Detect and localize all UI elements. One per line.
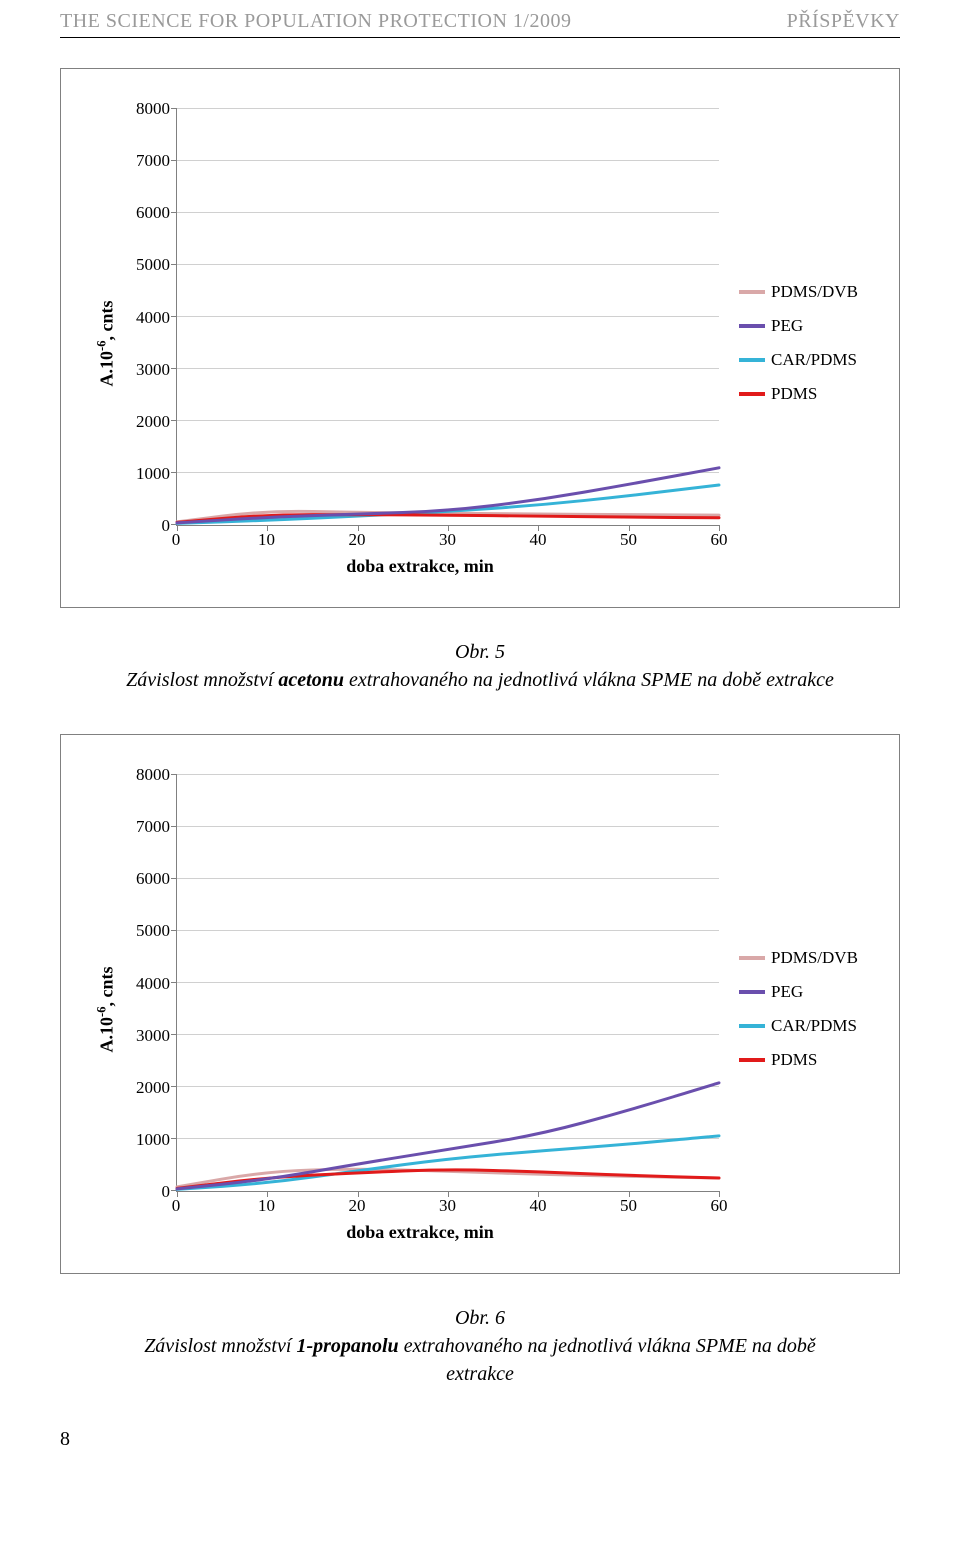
legend-item: PDMS/DVB [739, 282, 879, 302]
legend-label: PDMS/DVB [771, 282, 858, 302]
figure-6-caption: Obr. 6 Závislost množství 1-propanolu ex… [120, 1304, 840, 1388]
legend-swatch [739, 956, 765, 960]
y-tick-label: 4000 [136, 974, 170, 994]
legend-label: CAR/PDMS [771, 350, 857, 370]
y-tick-label: 8000 [136, 765, 170, 785]
legend-swatch [739, 290, 765, 294]
legend-item: PDMS [739, 384, 879, 404]
plot-area-1 [176, 109, 719, 526]
x-tick-label: 60 [711, 530, 728, 550]
x-tick-label: 40 [530, 530, 547, 550]
figure-5-frame: A.10-6, cnts 0 1000 2000 3000 4000 5000 6000 70… [60, 68, 900, 608]
legend-item: PDMS/DVB [739, 948, 879, 968]
y-tick-label: 8000 [136, 99, 170, 119]
x-ticks: 0102030405060 [176, 1192, 719, 1218]
y-tick-label: 6000 [136, 203, 170, 223]
legend-label: PDMS [771, 384, 817, 404]
x-tick-label: 30 [439, 1196, 456, 1216]
y-tick-label: 5000 [136, 255, 170, 275]
y-ticks: 010002000300040005000600070008000 [121, 775, 176, 1192]
y-tick-label: 3000 [136, 360, 170, 380]
legend-label: PEG [771, 982, 803, 1002]
y-tick-label: 6000 [136, 869, 170, 889]
legend: PDMS/DVB PEG CAR/PDMS PDMS [719, 775, 879, 1243]
x-axis-label: doba extrakce, min [121, 556, 719, 577]
legend-swatch [739, 324, 765, 328]
y-axis-label: A.10-6, cnts [95, 300, 118, 386]
x-axis-label: doba extrakce, min [121, 1222, 719, 1243]
y-tick-label: 5000 [136, 921, 170, 941]
legend-swatch [739, 1024, 765, 1028]
y-tick-label: 1000 [136, 1130, 170, 1150]
legend-swatch [739, 358, 765, 362]
y-tick-label: 2000 [136, 412, 170, 432]
y-tick-label: 1000 [136, 464, 170, 484]
legend-item: PDMS [739, 1050, 879, 1070]
x-tick-label: 50 [620, 530, 637, 550]
legend-label: CAR/PDMS [771, 1016, 857, 1036]
figure-5-caption: Obr. 5 Závislost množství acetonu extrah… [120, 638, 840, 694]
x-tick-label: 20 [349, 530, 366, 550]
legend-label: PDMS/DVB [771, 948, 858, 968]
legend-swatch [739, 392, 765, 396]
header-left: THE SCIENCE FOR POPULATION PROTECTION 1/… [60, 10, 571, 33]
y-ticks: 010002000300040005000600070008000 [121, 109, 176, 526]
y-tick-label: 2000 [136, 1078, 170, 1098]
x-tick-label: 10 [258, 530, 275, 550]
legend-item: CAR/PDMS [739, 350, 879, 370]
y-tick-label: 0 [162, 516, 171, 536]
y-tick-label: 0 [162, 1182, 171, 1202]
x-tick-label: 30 [439, 530, 456, 550]
x-tick-label: 20 [349, 1196, 366, 1216]
x-tick-label: 50 [620, 1196, 637, 1216]
x-tick-label: 10 [258, 1196, 275, 1216]
y-tick-label: 7000 [136, 817, 170, 837]
page-header: THE SCIENCE FOR POPULATION PROTECTION 1/… [60, 10, 900, 38]
x-tick-label: 0 [172, 1196, 181, 1216]
legend-label: PDMS [771, 1050, 817, 1070]
y-tick-label: 3000 [136, 1026, 170, 1046]
legend: PDMS/DVB PEG CAR/PDMS PDMS [719, 109, 879, 577]
x-ticks: 0102030405060 [176, 526, 719, 552]
x-tick-label: 60 [711, 1196, 728, 1216]
legend-label: PEG [771, 316, 803, 336]
x-tick-label: 0 [172, 530, 181, 550]
plot-area-2 [176, 775, 719, 1192]
header-right: PŘÍSPĚVKY [787, 10, 900, 33]
legend-swatch [739, 990, 765, 994]
figure-6-frame: A.10-6, cnts 0 1000 2000 3000 4000 5000 6000 70… [60, 734, 900, 1274]
legend-swatch [739, 1058, 765, 1062]
page-number: 8 [60, 1428, 900, 1451]
legend-item: CAR/PDMS [739, 1016, 879, 1036]
legend-item: PEG [739, 316, 879, 336]
y-tick-label: 7000 [136, 151, 170, 171]
y-axis-label: A.10-6, cnts [95, 966, 118, 1052]
legend-item: PEG [739, 982, 879, 1002]
x-tick-label: 40 [530, 1196, 547, 1216]
y-tick-label: 4000 [136, 308, 170, 328]
